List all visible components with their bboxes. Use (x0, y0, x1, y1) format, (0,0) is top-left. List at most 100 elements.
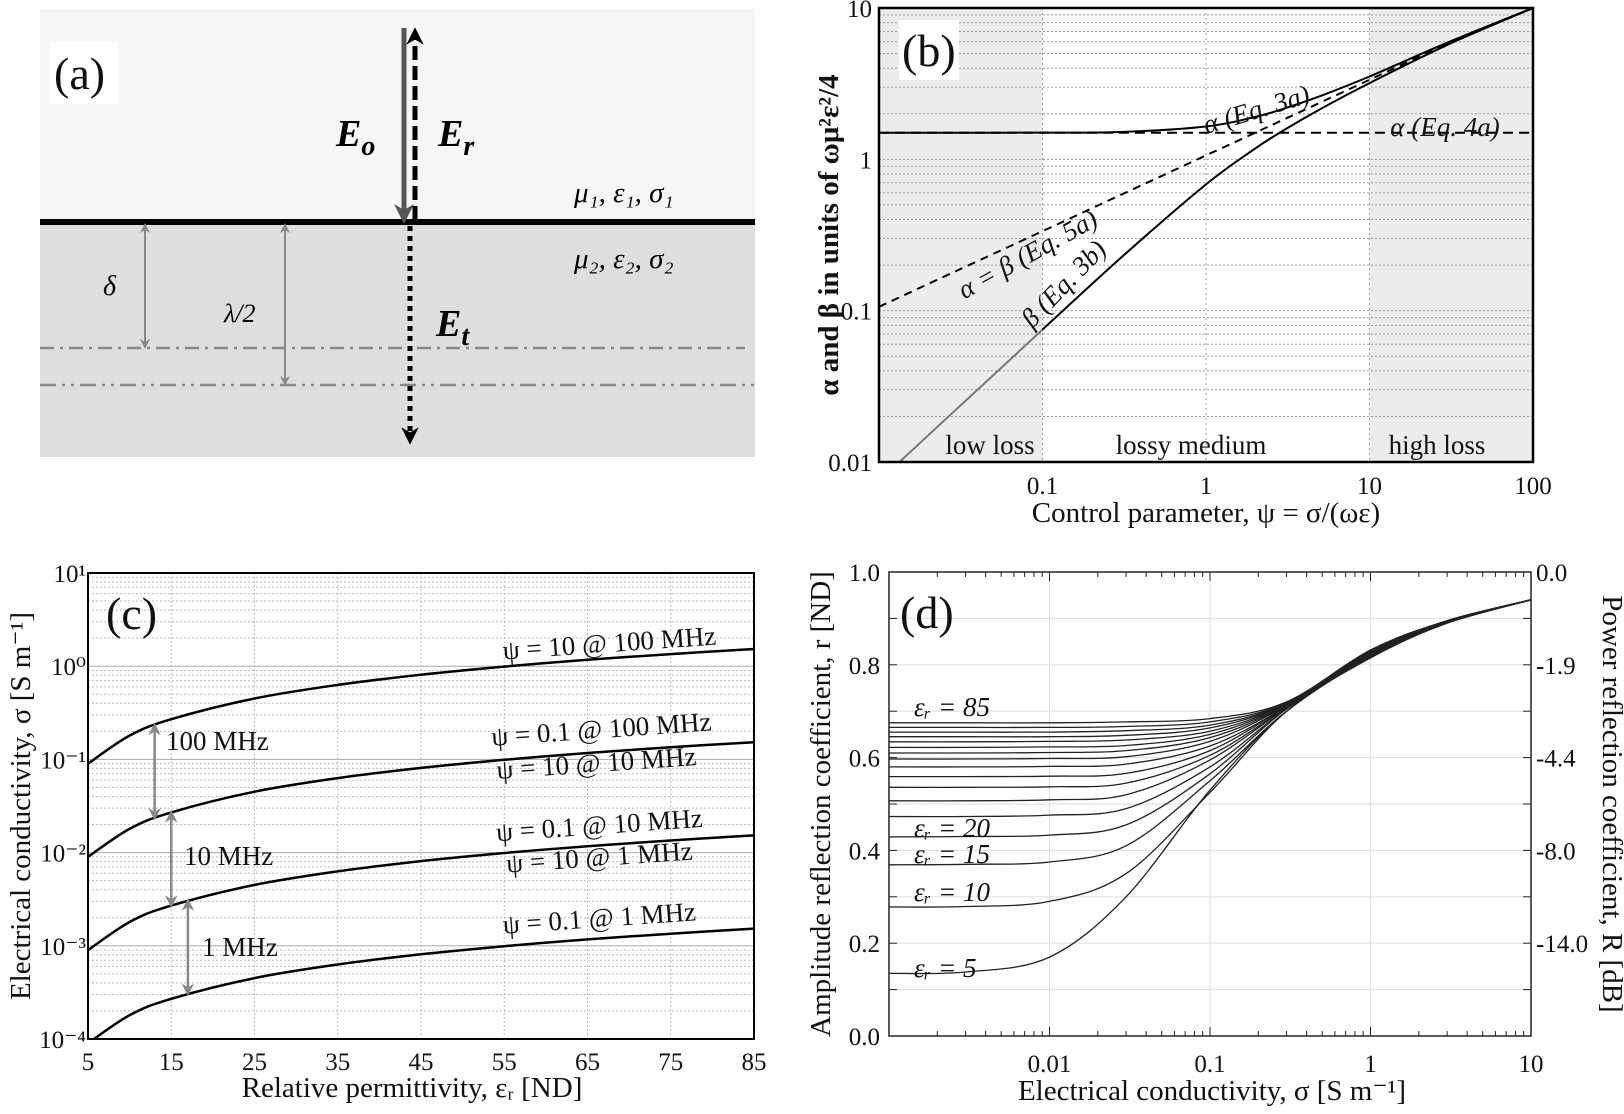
medium2-properties: μ₂, ε₂, σ₂ (573, 243, 674, 275)
right-y-tick-label: -1.9 (1536, 653, 1576, 680)
x-tick-label: 35 (325, 1049, 350, 1076)
right-y-tick-label: -14.0 (1536, 931, 1588, 958)
series-line-16 (889, 599, 1531, 724)
y-tick-label: 10⁻² (40, 841, 86, 868)
x-tick-label: 0.1 (1194, 1051, 1225, 1078)
y-tick-label: 10¹ (54, 561, 87, 588)
panel-c-spans (148, 722, 195, 996)
y-tick-label: 10⁻⁴ (39, 1027, 86, 1054)
panel-label-a: (a) (54, 48, 105, 99)
y-tick-label: 10⁻³ (40, 934, 86, 961)
series-line-3 (88, 647, 754, 765)
panel-b-series (879, 8, 1533, 462)
panel-d-ticks: 0.01 0.1 1 10 0.0 0.2 0.4 0.6 0.8 1.0 0.0 -1.9 -4.4 -… (849, 560, 1588, 1078)
panel-c-ticks: 5 15 25 35 45 55 65 75 85 10¹ 10⁰ 10⁻¹ 10⁻² 10⁻³ 10⁻⁴ (39, 561, 766, 1076)
x-tick-label: 25 (242, 1049, 267, 1076)
series-line-0 (91, 927, 754, 1039)
region-shade (879, 8, 1043, 462)
right-y-tick-label: -8.0 (1536, 838, 1576, 865)
panel-c-series (88, 647, 754, 1039)
series-line-beta-low-loss (897, 328, 1044, 462)
series-line-beta (1041, 8, 1533, 331)
x-axis-label: Electrical conductivity, σ [S m⁻¹] (1018, 1075, 1406, 1107)
panel-b-grid (879, 8, 1533, 462)
series-line-1 (88, 834, 754, 952)
y-tick-label: 10⁻¹ (40, 747, 86, 774)
panel-d-grid (889, 572, 1531, 1036)
x-tick-label: 55 (492, 1049, 517, 1076)
region-label-high-loss: high loss (1389, 430, 1486, 460)
reflected-field-label: Er (437, 113, 475, 162)
x-tick-label: 0.1 (1027, 473, 1058, 500)
y-tick-label: 0.6 (849, 746, 880, 773)
x-tick-label: 15 (159, 1049, 184, 1076)
panel-b-background (879, 8, 1533, 462)
y-axis-label: Amplitude reflection coefficient, r [ND] (805, 571, 837, 1037)
panel-d-series (889, 599, 1531, 975)
x-axis-label: Relative permittivity, εᵣ [ND] (242, 1072, 583, 1104)
y-tick-label: 0.4 (849, 838, 881, 865)
series-label-alpha-3a: α (Eq. 3a) (1200, 79, 1313, 140)
curve-label-er85: εᵣ = 85 (914, 692, 990, 722)
y-tick-label: 0.0 (849, 1024, 880, 1051)
y-tick-label: 1 (860, 147, 873, 174)
skin-depth-label: δ (103, 271, 117, 302)
panel-b-chart: 0.1 1 10 100 0.01 0.1 1 10 (b) α (Eq. 3a) α (Eq… (813, 0, 1552, 529)
x-tick-label: 1 (1364, 1051, 1377, 1078)
transmitted-field-label: Et (435, 303, 470, 352)
right-y-tick-label: -4.4 (1536, 746, 1576, 773)
x-tick-label: 1 (1200, 473, 1213, 500)
x-axis-label: Control parameter, ψ = σ/(ωε) (1032, 497, 1380, 529)
x-tick-label: 100 (1514, 473, 1552, 500)
y-axis-label: Electrical conductivity, σ [S m⁻¹] (5, 612, 37, 1000)
x-tick-label: 45 (409, 1049, 434, 1076)
curve-label-er20: εᵣ = 20 (914, 813, 991, 843)
curve-label-er10: εᵣ = 10 (914, 877, 991, 907)
y-tick-label: 0.1 (841, 299, 872, 326)
y-tick-label: 10 (847, 0, 872, 23)
half-wavelength-label: λ/2 (223, 299, 255, 328)
panel-label-b: (b) (902, 25, 956, 76)
lower-medium (40, 222, 755, 457)
right-y-axis-label: Power reflection coefficient, R [dB] (1596, 595, 1624, 1012)
region-label-lossy-medium: lossy medium (1116, 430, 1267, 460)
series-label-alpha-4a: α (Eq. 4a) (1390, 112, 1499, 142)
x-tick-label: 0.01 (1028, 1051, 1072, 1078)
upper-medium (40, 9, 755, 222)
series-line-2 (879, 8, 1533, 308)
series-line-5 (889, 599, 1531, 802)
span-label-10mhz: 10 MHz (184, 841, 273, 871)
region-label-low-loss: low loss (945, 430, 1034, 460)
x-tick-label: 5 (82, 1049, 95, 1076)
panel-label-bg (50, 42, 118, 104)
span-label-100mhz: 100 MHz (166, 726, 269, 756)
y-axis-label: α and β in units of ωμ²ε²/4 (813, 74, 845, 395)
right-y-tick-label: 0.0 (1536, 560, 1567, 587)
curve-label-er5: εᵣ = 5 (914, 953, 977, 983)
panel-b-frame (877, 6, 1535, 464)
incident-field-label: Eo (335, 113, 375, 162)
x-tick-label: 85 (742, 1049, 767, 1076)
span-label-1mhz: 1 MHz (202, 932, 278, 962)
curve-label-er15: εᵣ = 15 (914, 839, 990, 869)
region-shade (1369, 8, 1533, 462)
y-tick-label: 0.01 (828, 450, 872, 477)
panel-c-chart: 5 15 25 35 45 55 65 75 8510¹10⁰10⁻¹10⁻²10⁻³10⁻⁴ … (5, 561, 767, 1104)
panel-label-d: (d) (900, 587, 954, 638)
panel-a-diagram: (a) Eo Er Et μ₁, ε₁, σ₁ μ₂, ε₂, σ₂ δ λ/2 (40, 9, 755, 457)
x-tick-label: 75 (658, 1049, 683, 1076)
x-tick-label: 10 (1357, 473, 1382, 500)
panel-b-ticks: 0.1 1 10 100 0.01 0.1 1 10 (828, 0, 1552, 500)
y-tick-label: 10⁰ (51, 654, 86, 681)
panel-label-bg (899, 20, 959, 80)
x-tick-label: 65 (575, 1049, 600, 1076)
y-tick-label: 0.2 (849, 931, 880, 958)
panel-label-c: (c) (106, 588, 157, 639)
y-tick-label: 0.8 (849, 653, 880, 680)
panel-d-chart: 0.01 0.1 1 10 0.0 0.2 0.4 0.6 0.8 1.0 0.0 -1.9 -4.4 -… (805, 560, 1624, 1107)
x-tick-label: 10 (1519, 1051, 1544, 1078)
panel-c-frame (87, 572, 755, 1040)
y-tick-label: 1.0 (849, 560, 880, 587)
medium1-properties: μ₁, ε₁, σ₁ (573, 177, 674, 209)
